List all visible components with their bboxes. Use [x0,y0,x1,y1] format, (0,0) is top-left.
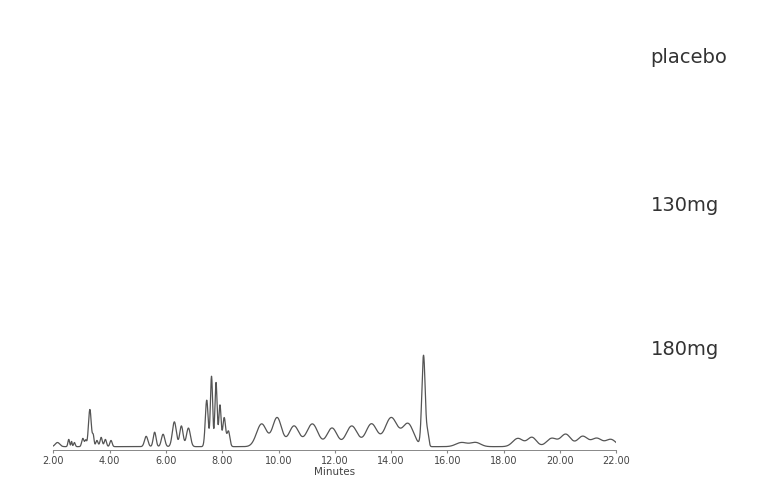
X-axis label: Minutes: Minutes [314,467,355,477]
Text: placebo: placebo [651,48,728,67]
Text: 180mg: 180mg [651,340,719,359]
Text: 130mg: 130mg [651,196,719,216]
